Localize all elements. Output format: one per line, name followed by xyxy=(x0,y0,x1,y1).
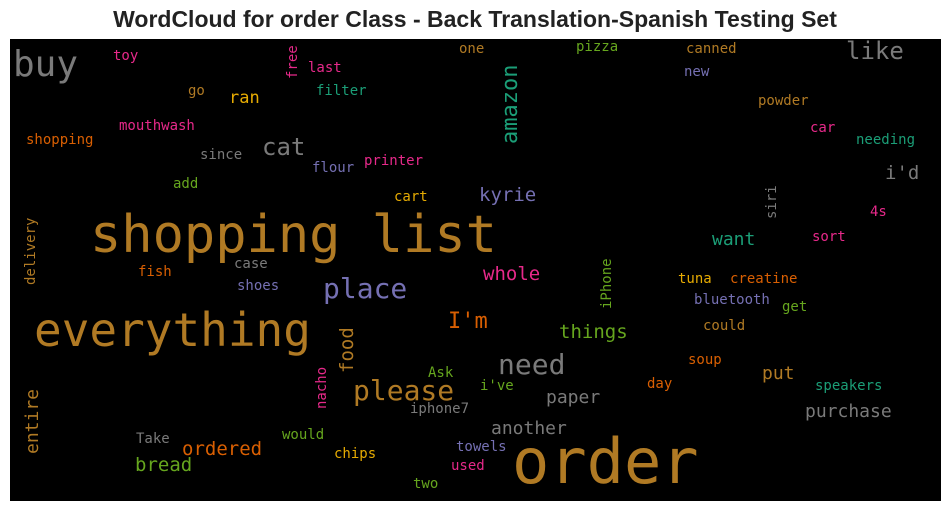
word-tuna: tuna xyxy=(678,271,712,287)
word-canned: canned xyxy=(686,41,737,57)
word-flour: flour xyxy=(312,160,355,176)
word-new: new xyxy=(684,64,710,80)
word-go: go xyxy=(188,83,205,99)
word-iphone: iPhone xyxy=(599,258,615,309)
word-amazon: amazon xyxy=(498,64,523,144)
word-get: get xyxy=(782,299,808,315)
word-day: day xyxy=(647,376,673,392)
word-towels: towels xyxy=(456,439,507,455)
word-creatine: creatine xyxy=(730,271,798,287)
word-speakers: speakers xyxy=(815,378,883,394)
word-pizza: pizza xyxy=(576,39,619,55)
word-4s: 4s xyxy=(870,204,887,220)
word-shoes: shoes xyxy=(237,278,280,294)
word-take: Take xyxy=(136,431,170,447)
word-two: two xyxy=(413,476,439,492)
word-one: one xyxy=(459,41,485,57)
word-delivery: delivery xyxy=(23,217,39,285)
word-entire: entire xyxy=(22,388,43,454)
word-bluetooth: bluetooth xyxy=(694,292,770,308)
word-put: put xyxy=(762,363,795,384)
word-bread: bread xyxy=(135,454,193,476)
word-things: things xyxy=(559,321,628,343)
word-would: would xyxy=(282,427,325,443)
word-chips: chips xyxy=(334,446,377,462)
word-kyrie: kyrie xyxy=(479,184,537,206)
word-free: free xyxy=(285,45,301,79)
word-sort: sort xyxy=(812,229,846,245)
word-like: like xyxy=(846,39,904,65)
chart-title: WordCloud for order Class - Back Transla… xyxy=(113,6,837,32)
word-another: another xyxy=(491,418,567,439)
word-powder: powder xyxy=(758,93,809,109)
word-last: last xyxy=(308,60,342,76)
word-ran: ran xyxy=(229,88,260,108)
word-soup: soup xyxy=(688,352,722,368)
word-could: could xyxy=(703,318,746,334)
word-toy: toy xyxy=(113,48,139,64)
word-im: I'm xyxy=(448,309,488,334)
word-since: since xyxy=(200,147,243,163)
word-car: car xyxy=(810,120,836,136)
word-place: place xyxy=(323,272,408,305)
word-ask: Ask xyxy=(428,365,454,381)
word-ordered: ordered xyxy=(182,438,263,460)
word-cloud-canvas: shopping list order everything buy place… xyxy=(10,39,941,501)
word-fish: fish xyxy=(138,264,172,280)
word-everything: everything xyxy=(34,303,311,357)
word-food: food xyxy=(336,327,358,373)
word-mouthwash: mouthwash xyxy=(119,118,195,134)
word-buy: buy xyxy=(13,44,79,85)
word-order: order xyxy=(512,425,699,498)
word-purchase: purchase xyxy=(805,401,892,422)
word-printer: printer xyxy=(364,153,424,169)
word-case: case xyxy=(234,256,268,272)
word-id: i'd xyxy=(885,162,920,184)
word-cart: cart xyxy=(394,189,428,205)
word-whole: whole xyxy=(483,263,541,285)
word-needing: needing xyxy=(856,132,916,148)
word-cat: cat xyxy=(262,133,306,161)
word-ive: i've xyxy=(480,378,514,394)
word-iphone7: iphone7 xyxy=(410,401,470,417)
word-siri: siri xyxy=(764,185,780,219)
word-want: want xyxy=(712,229,756,250)
word-used: used xyxy=(451,458,485,474)
word-please: please xyxy=(353,374,455,407)
word-filter: filter xyxy=(316,83,367,99)
word-nacho: nacho xyxy=(314,366,330,409)
word-add: add xyxy=(173,176,199,192)
word-shopping-list: shopping list xyxy=(90,205,497,265)
word-shopping: shopping xyxy=(26,132,94,148)
word-need: need xyxy=(498,348,566,381)
word-paper: paper xyxy=(546,387,601,408)
